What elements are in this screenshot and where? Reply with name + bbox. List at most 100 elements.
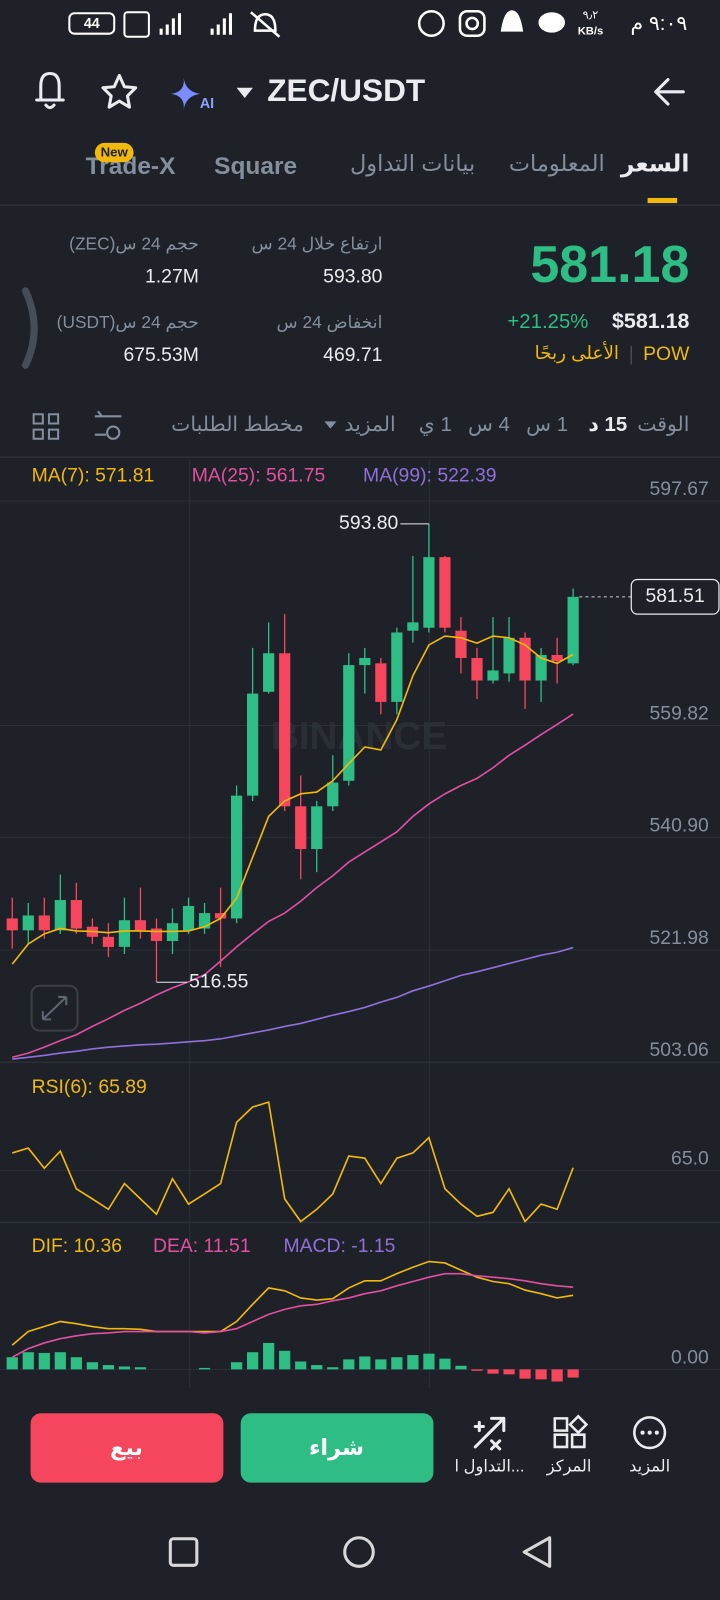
candle-body <box>407 622 419 631</box>
net-speed-unit: KB/s <box>578 26 604 38</box>
candle-body <box>102 936 115 947</box>
macd-bar <box>102 1365 115 1370</box>
macd-bar <box>391 1357 403 1370</box>
tool-label[interactable]: المركز <box>546 1458 592 1477</box>
candle-body <box>551 655 563 661</box>
macd-bar <box>535 1369 547 1380</box>
y-tick-label: 503.06 <box>650 1039 709 1061</box>
recents-button[interactable] <box>168 1537 199 1567</box>
macd-bar <box>311 1365 323 1370</box>
fullscreen-button[interactable] <box>30 984 79 1032</box>
macd-bar <box>6 1357 18 1370</box>
macd-bar <box>118 1366 131 1370</box>
indicator-icon[interactable] <box>94 410 122 436</box>
tag[interactable]: POW <box>643 343 690 365</box>
tool-label[interactable]: المزيد <box>629 1458 670 1477</box>
current-price-label: 581.51 <box>646 585 705 607</box>
interval[interactable]: 1 ي <box>419 414 452 436</box>
candle-body <box>182 905 195 931</box>
tool-label[interactable]: التداول ا... <box>455 1458 525 1477</box>
candle-body <box>150 928 163 941</box>
sell-button[interactable] <box>30 1413 224 1483</box>
rank-tag[interactable]: الأعلى ربحًا <box>535 341 619 363</box>
more-icon[interactable] <box>633 1416 667 1450</box>
buy-button[interactable] <box>240 1413 434 1483</box>
macd-bar <box>263 1342 275 1370</box>
back-icon[interactable] <box>654 78 685 106</box>
legend-entry: MACD: -1.15 <box>284 1235 396 1257</box>
candle-body <box>343 665 355 781</box>
clock: ٩:٠٩ م <box>631 13 688 35</box>
candle-body <box>134 920 147 931</box>
favorite-icon[interactable] <box>101 73 138 109</box>
watermark: BINANCE <box>271 715 447 758</box>
macd-bar <box>439 1358 451 1370</box>
stat-value: 1.27M <box>145 266 199 288</box>
candle-body <box>230 795 243 919</box>
macd-bar <box>86 1362 98 1370</box>
instagram-lens <box>465 16 480 31</box>
candle-body <box>519 637 531 681</box>
macd-bar <box>54 1352 66 1370</box>
candle-body <box>359 657 371 666</box>
tab[interactable]: بيانات التداول <box>350 151 475 177</box>
snapchat-icon <box>500 10 524 32</box>
tab-active[interactable]: السعر <box>620 151 690 178</box>
battery-icon <box>68 12 116 35</box>
status-bar: 44 ٩٫٢ KB/s ٩:٠٩ م <box>68 9 688 38</box>
legend-entry: DIF: 10.36 <box>32 1235 122 1257</box>
depth-chart[interactable]: مخطط الطلبات <box>171 414 304 436</box>
pair-title[interactable]: ZEC/USDT <box>267 72 425 108</box>
interval[interactable]: 4 س <box>468 414 510 436</box>
tab[interactable]: المعلومات <box>509 151 605 177</box>
macd-bar <box>551 1369 563 1382</box>
macd-bar <box>198 1367 211 1370</box>
interval[interactable]: 1 س <box>526 414 568 436</box>
candle-body <box>439 557 451 628</box>
macd-bar <box>471 1369 483 1371</box>
candle-body <box>567 596 579 664</box>
candle-body <box>423 557 435 628</box>
candle-body <box>263 653 275 692</box>
candle-body <box>54 900 66 931</box>
header: AI ZEC/USDT <box>35 71 685 112</box>
ai-icon[interactable] <box>171 77 200 111</box>
stat-value: 469.71 <box>323 344 382 366</box>
indicator-line <box>12 946 574 1060</box>
net-speed: ٩٫٢ <box>583 9 599 21</box>
macd-bar <box>38 1352 50 1370</box>
buy-text: شراء <box>309 1435 364 1461</box>
trade-icon[interactable] <box>473 1416 506 1451</box>
new-badge <box>94 142 134 163</box>
home-button[interactable] <box>343 1536 375 1568</box>
bell-icon[interactable] <box>35 71 65 110</box>
legend-entry: RSI(6): 65.89 <box>32 1076 147 1098</box>
interval-active[interactable]: 15 د <box>588 414 627 436</box>
more-dropdown <box>324 421 337 429</box>
macd-bar <box>295 1361 307 1370</box>
candle-body <box>22 915 34 931</box>
indicator-line <box>11 1101 574 1223</box>
back-button[interactable] <box>522 1536 552 1568</box>
sell-text: بيع <box>110 1435 143 1461</box>
y-tick-label: 0.00 <box>671 1346 709 1368</box>
macd-bar <box>567 1369 579 1378</box>
indicator-line <box>11 1260 574 1346</box>
more-intervals[interactable]: المزيد <box>344 414 395 436</box>
annotation-label: 593.80 <box>339 512 398 534</box>
macd-bar <box>407 1355 419 1370</box>
y-tick-label: 559.82 <box>650 702 709 724</box>
position-icon[interactable] <box>553 1414 589 1449</box>
tab[interactable]: Square <box>214 153 297 180</box>
macd-bar <box>487 1369 499 1374</box>
indicator-line <box>12 713 574 1059</box>
pager-handle[interactable] <box>21 287 38 369</box>
current-price-tag <box>630 578 720 615</box>
stat-label: حجم 24 س(USDT) <box>57 312 199 333</box>
usd-price: $581.18 <box>612 309 689 333</box>
macd-bar <box>359 1356 371 1370</box>
layout-icon[interactable] <box>32 413 60 440</box>
candle-body <box>6 918 18 931</box>
interval-bar: الوقت 15 د 1 س 4 س 1 ي المزيد مخطط الطلب… <box>32 410 689 440</box>
pair-dropdown[interactable] <box>236 87 253 98</box>
